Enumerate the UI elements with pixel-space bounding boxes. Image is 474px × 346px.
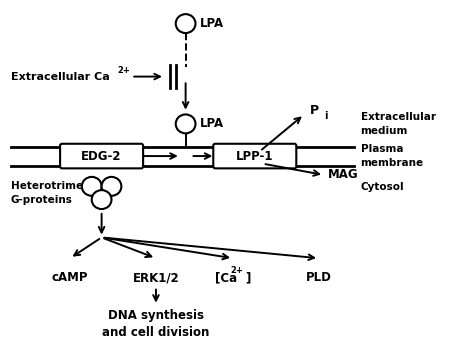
Circle shape	[176, 115, 195, 133]
Circle shape	[176, 14, 195, 33]
Text: 2+: 2+	[230, 266, 243, 275]
Circle shape	[92, 190, 111, 209]
Text: i: i	[324, 111, 328, 121]
Text: 2+: 2+	[118, 66, 130, 75]
Text: cAMP: cAMP	[52, 272, 88, 284]
Text: LPA: LPA	[200, 17, 224, 30]
Text: PLD: PLD	[306, 272, 332, 284]
Text: ]: ]	[245, 272, 250, 284]
Circle shape	[101, 177, 121, 196]
Text: Heterotrimeric
G-proteins: Heterotrimeric G-proteins	[11, 181, 98, 204]
Text: LPA: LPA	[200, 117, 224, 130]
Text: DNA synthesis
and cell division: DNA synthesis and cell division	[102, 309, 210, 339]
Text: Plasma
membrane: Plasma membrane	[361, 144, 424, 168]
Text: MAG: MAG	[328, 169, 358, 182]
Circle shape	[82, 177, 101, 196]
Text: Extracellular
medium: Extracellular medium	[361, 112, 436, 136]
FancyBboxPatch shape	[213, 144, 296, 169]
Text: [Ca: [Ca	[215, 272, 237, 284]
Text: EDG-2: EDG-2	[82, 149, 122, 163]
Text: ERK1/2: ERK1/2	[133, 272, 179, 284]
Text: LPP-1: LPP-1	[236, 149, 273, 163]
FancyBboxPatch shape	[60, 144, 143, 169]
Text: Extracellular Ca: Extracellular Ca	[11, 72, 109, 82]
Text: Cytosol: Cytosol	[361, 182, 404, 192]
Text: P: P	[310, 104, 319, 117]
